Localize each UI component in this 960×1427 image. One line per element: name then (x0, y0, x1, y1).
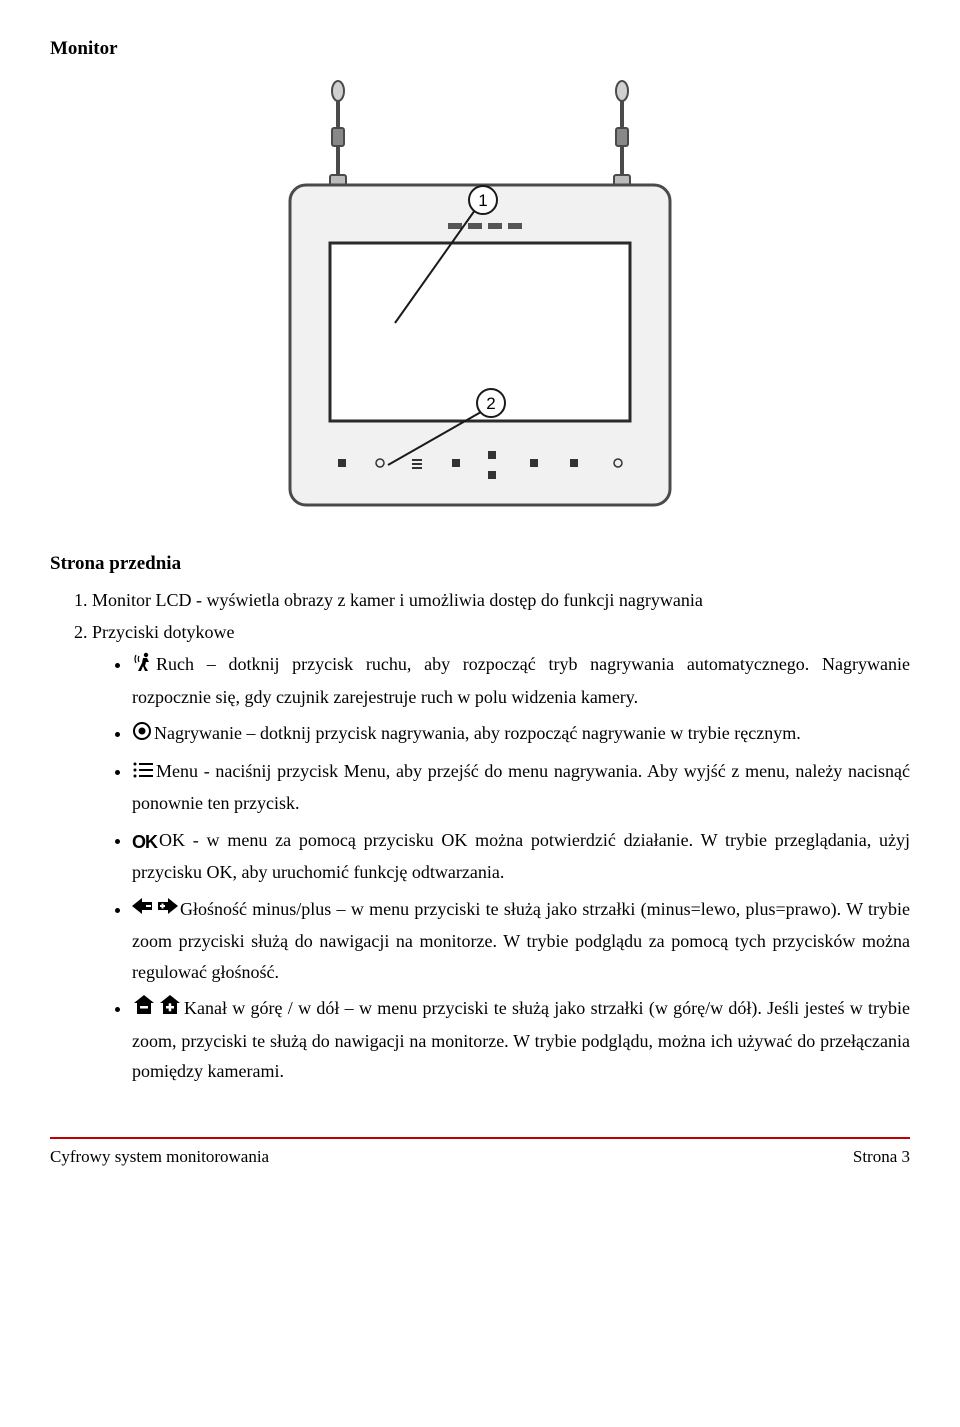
bullet-record: Nagrywanie – dotknij przycisk nagrywania… (132, 718, 910, 750)
bullet-motion-text: Ruch – dotknij przycisk ruchu, aby rozpo… (132, 654, 910, 706)
list-item-2: Przyciski dotykowe Ruch – dotknij przyci… (92, 619, 910, 1087)
menu-icon (132, 758, 154, 789)
footer-right: Strona 3 (853, 1145, 910, 1170)
svg-text:2: 2 (486, 394, 495, 413)
bullet-ok: OKOK - w menu za pomocą przycisku OK moż… (132, 825, 910, 888)
list-item-2-label: Przyciski dotykowe (92, 622, 234, 642)
bullet-list: Ruch – dotknij przycisk ruchu, aby rozpo… (92, 649, 910, 1087)
list-item-1: Monitor LCD - wyświetla obrazy z kamer i… (92, 587, 910, 613)
bullet-motion: Ruch – dotknij przycisk ruchu, aby rozpo… (132, 649, 910, 712)
numbered-list: Monitor LCD - wyświetla obrazy z kamer i… (50, 587, 910, 1087)
ok-icon: OK (132, 827, 157, 858)
bullet-record-text: Nagrywanie – dotknij przycisk nagrywania… (154, 723, 801, 743)
volume-arrows-icon (132, 895, 178, 926)
channel-arrows-icon (132, 994, 182, 1026)
svg-text:1: 1 (478, 191, 487, 210)
bullet-channel-text: Kanał w górę / w dół – w menu przyciski … (132, 998, 910, 1081)
page-footer: Cyfrowy system monitorowania Strona 3 (50, 1145, 910, 1170)
footer-rule (50, 1137, 910, 1139)
record-icon (132, 720, 152, 751)
bullet-channel: Kanał w górę / w dół – w menu przyciski … (132, 993, 910, 1087)
bullet-volume-text: Głośność minus/plus – w menu przyciski t… (132, 899, 910, 982)
footer-left: Cyfrowy system monitorowania (50, 1145, 269, 1170)
motion-icon (132, 651, 154, 682)
section-title: Monitor (50, 35, 910, 63)
monitor-diagram: 1 2 (50, 73, 910, 530)
subsection-title: Strona przednia (50, 550, 910, 578)
bullet-volume: Głośność minus/plus – w menu przyciski t… (132, 894, 910, 987)
bullet-menu: Menu - naciśnij przycisk Menu, aby przej… (132, 756, 910, 819)
bullet-ok-text: OK - w menu za pomocą przycisku OK można… (132, 830, 910, 882)
bullet-menu-text: Menu - naciśnij przycisk Menu, aby przej… (132, 761, 910, 813)
